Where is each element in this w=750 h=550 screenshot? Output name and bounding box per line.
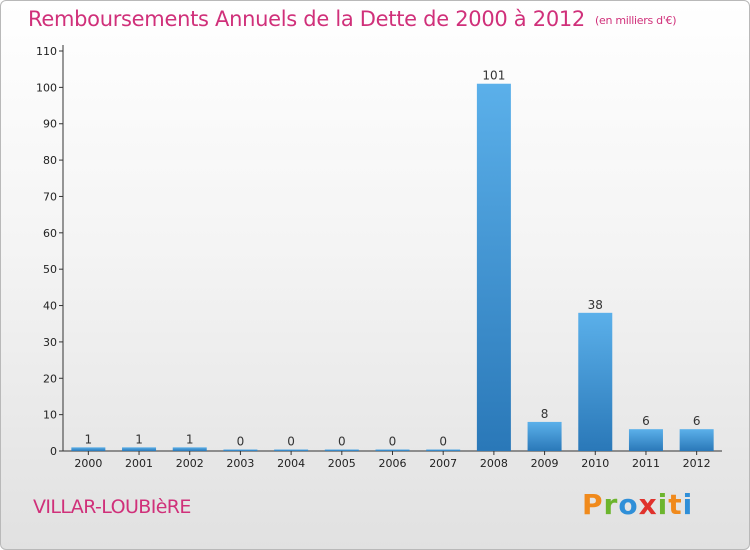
chart-title: Remboursements Annuels de la Dette de 20… [28, 7, 676, 31]
y-tick-label: 0 [50, 445, 57, 458]
bar [578, 312, 613, 451]
proxiti-logo: Proxiti [582, 488, 693, 521]
x-tick-label: 2003 [226, 457, 254, 470]
logo-letter: o [618, 488, 639, 521]
bar [679, 429, 714, 451]
bar [476, 83, 511, 452]
data-label: 6 [642, 414, 650, 428]
x-tick-label: 2009 [531, 457, 559, 470]
x-tick-label: 2007 [429, 457, 457, 470]
data-label: 101 [482, 69, 505, 83]
bar [324, 449, 359, 451]
y-tick-label: 100 [36, 81, 57, 94]
bar [71, 447, 106, 451]
chart-subtitle: (en milliers d'€) [595, 13, 677, 27]
x-tick-label: 2006 [379, 457, 407, 470]
x-tick-label: 2012 [683, 457, 711, 470]
y-tick-label: 10 [43, 409, 57, 422]
data-label: 0 [389, 435, 397, 449]
data-label: 0 [287, 435, 295, 449]
x-tick-label: 2002 [176, 457, 204, 470]
bar [426, 449, 461, 451]
y-tick-label: 110 [36, 45, 57, 58]
data-label: 0 [338, 435, 346, 449]
y-tick-label: 60 [43, 227, 57, 240]
y-tick-label: 30 [43, 336, 57, 349]
y-tick-label: 80 [43, 154, 57, 167]
data-label: 1 [186, 432, 194, 446]
y-tick-label: 50 [43, 263, 57, 276]
bar [122, 447, 157, 451]
x-tick-label: 2005 [328, 457, 356, 470]
y-tick-label: 90 [43, 118, 57, 131]
y-tick-label: 40 [43, 300, 57, 313]
data-label: 8 [541, 407, 549, 421]
logo-letter: r [603, 488, 619, 521]
data-label: 1 [135, 432, 143, 446]
chart-title-text: Remboursements Annuels de la Dette de 20… [28, 7, 585, 31]
logo-letter: x [638, 488, 658, 521]
x-tick-label: 2008 [480, 457, 508, 470]
x-tick-label: 2010 [581, 457, 609, 470]
data-label: 1 [85, 432, 93, 446]
logo-letter: i [657, 488, 669, 521]
x-tick-label: 2004 [277, 457, 305, 470]
bar [274, 449, 309, 451]
y-tick-label: 70 [43, 190, 57, 203]
data-label: 38 [588, 298, 603, 312]
x-tick-label: 2011 [632, 457, 660, 470]
data-label: 0 [237, 435, 245, 449]
bar [527, 421, 562, 451]
y-tick-label: 20 [43, 372, 57, 385]
bar [375, 449, 410, 451]
logo-letter: P [582, 488, 604, 521]
bar [223, 449, 258, 451]
x-tick-label: 2001 [125, 457, 153, 470]
logo-letter: i [682, 488, 694, 521]
x-tick-label: 2000 [74, 457, 102, 470]
bar [628, 429, 663, 451]
commune-name: VILLAR-LOUBIèRE [33, 496, 191, 518]
logo-letter: t [668, 488, 683, 521]
data-label: 0 [439, 435, 447, 449]
data-label: 6 [693, 414, 701, 428]
bar [172, 447, 207, 451]
